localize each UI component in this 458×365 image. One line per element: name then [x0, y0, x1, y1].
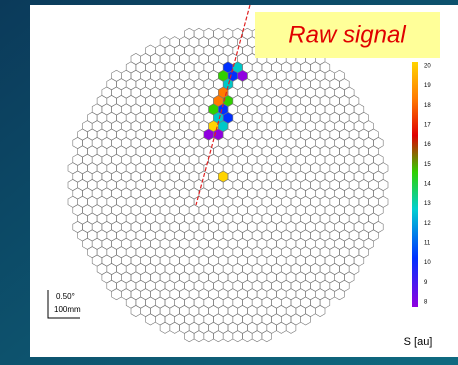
colorbar-unit: S [au] — [404, 336, 433, 348]
scale-length: 100mm — [54, 305, 81, 314]
colorbar-tick-label: 16 — [424, 142, 431, 148]
colorbar-tick-label: 15 — [424, 162, 431, 168]
page: 201918171615141312111098 S [au] 0.50° 10… — [0, 0, 458, 365]
colorbar-tick-label: 18 — [424, 103, 431, 109]
colorbar-tick-label: 11 — [424, 241, 431, 247]
colorbar-tick-label: 17 — [424, 123, 431, 129]
colorbar-tick-label: 20 — [424, 64, 431, 70]
colorbar-tick-label: 10 — [424, 260, 431, 266]
screenshot: 201918171615141312111098 S [au] 0.50° 10… — [0, 0, 458, 365]
colorbar-tick-label: 12 — [424, 221, 431, 227]
colorbar-tick-label: 13 — [424, 201, 431, 207]
scale-angle: 0.50° — [56, 292, 75, 301]
colorbar — [412, 62, 418, 307]
colorbar-tick-label: 14 — [424, 182, 431, 188]
title: Raw signal — [288, 21, 406, 48]
colorbar-tick-label: 19 — [424, 83, 431, 89]
